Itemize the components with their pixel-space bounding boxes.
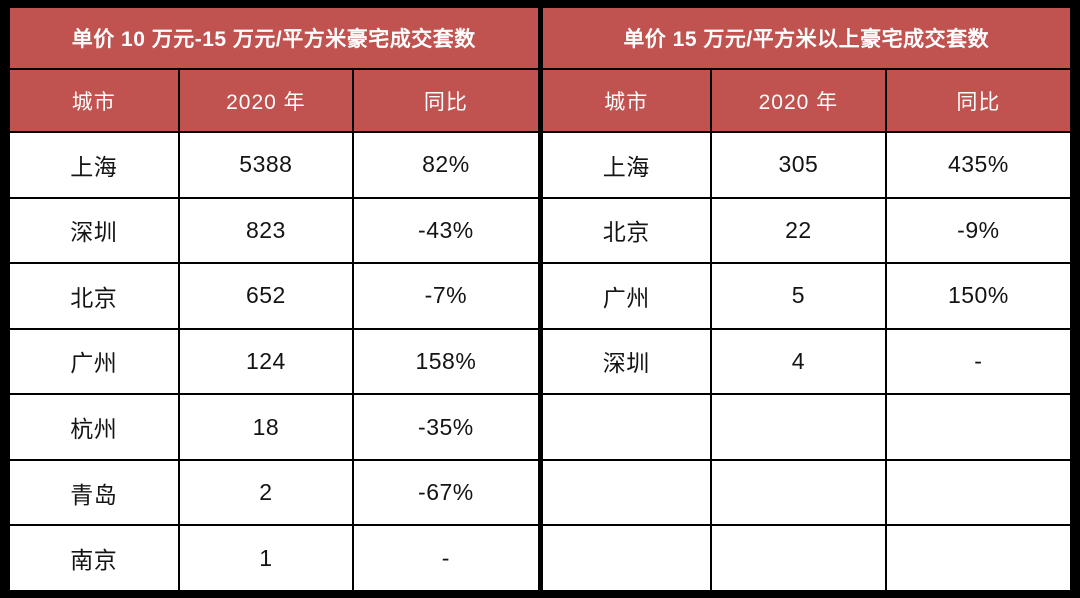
value-cell: 18 xyxy=(179,395,353,459)
column-header-2020: 2020 年 xyxy=(712,70,885,131)
yoy-cell: -35% xyxy=(354,395,538,459)
empty-cell xyxy=(712,460,885,525)
yoy-cell: 158% xyxy=(354,329,538,394)
yoy-cell: - xyxy=(886,329,1070,394)
empty-cell xyxy=(542,460,711,525)
yoy-cell: - xyxy=(354,526,538,590)
empty-cell xyxy=(886,460,1070,525)
city-cell: 青岛 xyxy=(10,460,178,525)
empty-cell xyxy=(542,526,711,590)
empty-cell xyxy=(542,395,711,459)
value-cell: 124 xyxy=(179,329,353,394)
column-header-2020: 2020 年 xyxy=(179,70,353,131)
city-cell: 南京 xyxy=(10,526,178,590)
column-header-yoy: 同比 xyxy=(886,70,1070,131)
city-cell: 广州 xyxy=(542,264,711,328)
empty-cell xyxy=(712,395,885,459)
column-header-city: 城市 xyxy=(542,70,711,131)
city-cell: 杭州 xyxy=(10,395,178,459)
city-cell: 深圳 xyxy=(542,329,711,394)
city-cell: 北京 xyxy=(542,198,711,263)
yoy-cell: -9% xyxy=(886,198,1070,263)
value-cell: 305 xyxy=(712,133,885,197)
city-cell: 深圳 xyxy=(10,198,178,263)
yoy-cell: 150% xyxy=(886,264,1070,328)
table-title: 单价 15 万元/平方米以上豪宅成交套数 xyxy=(542,8,1070,68)
value-cell: 5 xyxy=(712,264,885,328)
city-cell: 广州 xyxy=(10,329,178,394)
yoy-cell: 435% xyxy=(886,133,1070,197)
city-cell: 上海 xyxy=(10,133,178,197)
value-cell: 823 xyxy=(179,198,353,263)
value-cell: 4 xyxy=(712,329,885,394)
yoy-cell: 82% xyxy=(354,133,538,197)
value-cell: 2 xyxy=(179,460,353,525)
city-cell: 北京 xyxy=(10,264,178,328)
empty-cell xyxy=(886,526,1070,590)
table-price-10-15: 单价 10 万元-15 万元/平方米豪宅成交套数 城市 2020 年 同比 上海… xyxy=(10,8,538,590)
column-header-yoy: 同比 xyxy=(354,70,538,131)
value-cell: 1 xyxy=(179,526,353,590)
column-header-city: 城市 xyxy=(10,70,178,131)
empty-cell xyxy=(886,395,1070,459)
table-title: 单价 10 万元-15 万元/平方米豪宅成交套数 xyxy=(10,8,538,68)
yoy-cell: -43% xyxy=(354,198,538,263)
yoy-cell: -7% xyxy=(354,264,538,328)
value-cell: 22 xyxy=(712,198,885,263)
empty-cell xyxy=(712,526,885,590)
city-cell: 上海 xyxy=(542,133,711,197)
value-cell: 5388 xyxy=(179,133,353,197)
value-cell: 652 xyxy=(179,264,353,328)
yoy-cell: -67% xyxy=(354,460,538,525)
table-price-above-15: 单价 15 万元/平方米以上豪宅成交套数 城市 2020 年 同比 上海 305… xyxy=(542,8,1070,590)
